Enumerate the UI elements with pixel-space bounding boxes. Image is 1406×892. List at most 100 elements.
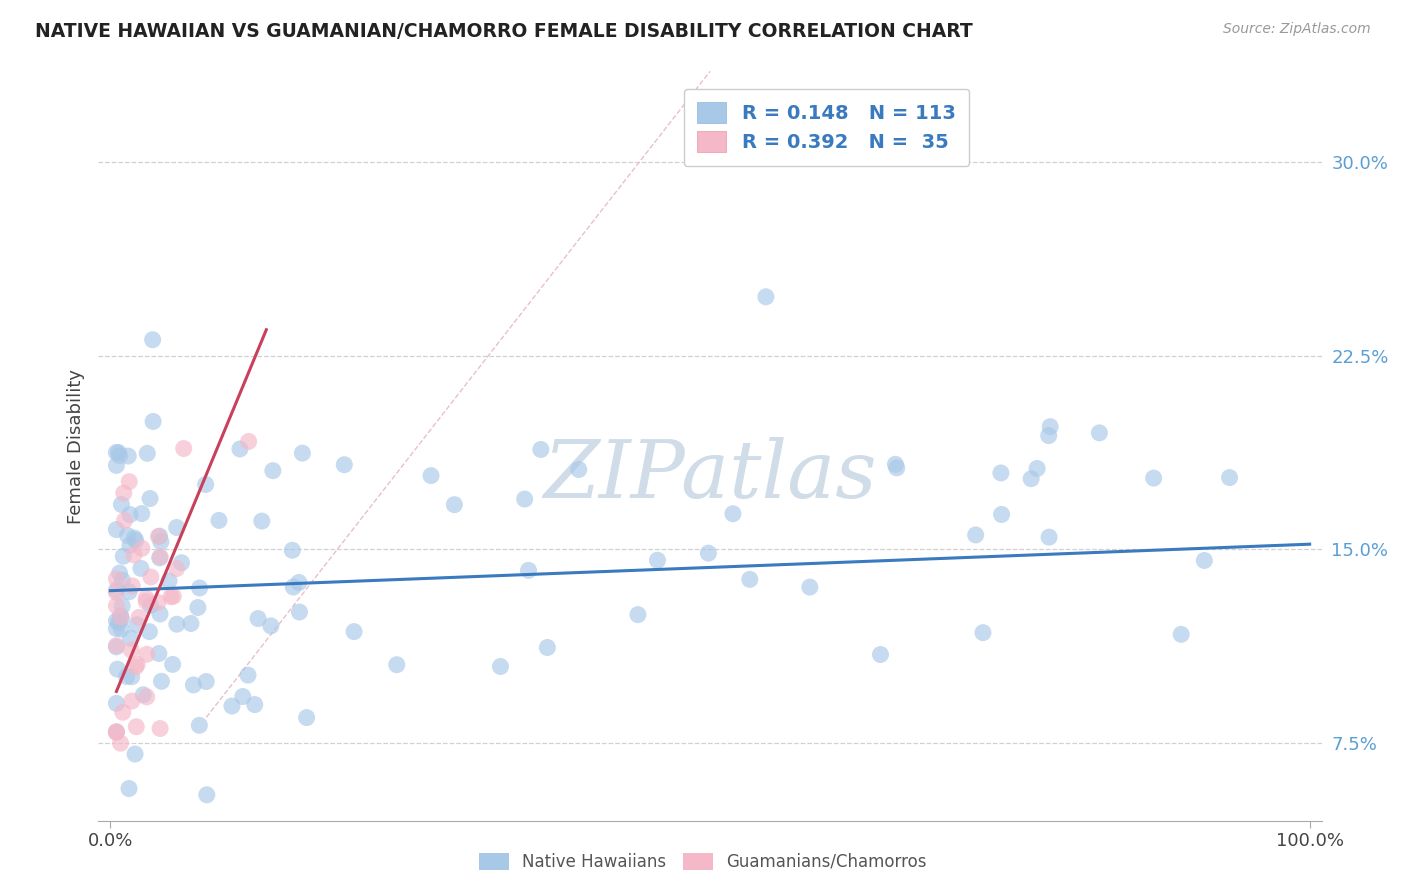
Point — [288, 575, 311, 590]
Point — [799, 580, 821, 594]
Point — [127, 657, 149, 672]
Point — [131, 507, 153, 521]
Point — [149, 534, 172, 549]
Point — [1143, 471, 1166, 485]
Point — [124, 747, 146, 761]
Point — [149, 607, 172, 621]
Point — [170, 556, 193, 570]
Point — [129, 561, 152, 575]
Point — [122, 548, 145, 562]
Point — [886, 460, 908, 475]
Point — [195, 788, 218, 802]
Point — [1019, 472, 1042, 486]
Point — [114, 514, 136, 528]
Point — [121, 670, 143, 684]
Point — [138, 624, 160, 639]
Point — [105, 614, 128, 628]
Point — [105, 724, 128, 739]
Point — [118, 508, 141, 522]
Point — [105, 622, 128, 636]
Point — [128, 610, 150, 624]
Point — [111, 573, 134, 587]
Point — [118, 584, 141, 599]
Point — [229, 442, 252, 456]
Point — [105, 572, 128, 586]
Point — [148, 529, 170, 543]
Point — [139, 599, 162, 613]
Point — [139, 570, 162, 584]
Point — [139, 491, 162, 506]
Point — [697, 546, 720, 560]
Point — [107, 445, 129, 459]
Point — [247, 611, 270, 625]
Point — [105, 585, 128, 599]
Point — [118, 781, 141, 796]
Point — [513, 491, 536, 506]
Point — [173, 442, 195, 456]
Point — [105, 640, 128, 654]
Text: NATIVE HAWAIIAN VS GUAMANIAN/CHAMORRO FEMALE DISABILITY CORRELATION CHART: NATIVE HAWAIIAN VS GUAMANIAN/CHAMORRO FE… — [35, 22, 973, 41]
Point — [118, 475, 141, 489]
Point — [105, 523, 128, 537]
Point — [721, 507, 744, 521]
Point — [243, 698, 266, 712]
Point — [1219, 470, 1241, 484]
Point — [1088, 425, 1111, 440]
Point — [111, 599, 134, 613]
Point — [142, 333, 165, 347]
Point — [1194, 553, 1216, 567]
Point — [135, 690, 157, 704]
Point — [110, 612, 132, 626]
Point — [738, 573, 761, 587]
Point — [281, 543, 304, 558]
Point — [105, 583, 128, 598]
Legend: Native Hawaiians, Guamanians/Chamorros: Native Hawaiians, Guamanians/Chamorros — [471, 845, 935, 880]
Point — [118, 539, 141, 553]
Point — [530, 442, 553, 457]
Point — [122, 531, 145, 545]
Point — [188, 581, 211, 595]
Point — [111, 705, 134, 719]
Point — [647, 553, 669, 567]
Point — [125, 617, 148, 632]
Point — [291, 446, 314, 460]
Point — [117, 528, 139, 542]
Point — [288, 605, 311, 619]
Point — [150, 674, 173, 689]
Point — [333, 458, 356, 472]
Point — [568, 462, 591, 476]
Y-axis label: Female Disability: Female Disability — [66, 368, 84, 524]
Point — [136, 446, 159, 460]
Point — [125, 533, 148, 548]
Point — [420, 468, 443, 483]
Point — [120, 632, 142, 646]
Point — [121, 694, 143, 708]
Point — [160, 590, 183, 604]
Point — [188, 718, 211, 732]
Point — [965, 528, 987, 542]
Point — [1026, 461, 1049, 475]
Point — [157, 574, 180, 588]
Point — [221, 699, 243, 714]
Point — [105, 724, 128, 739]
Point — [990, 466, 1012, 480]
Point — [295, 710, 318, 724]
Point — [1038, 530, 1060, 544]
Point — [869, 648, 891, 662]
Point — [110, 622, 132, 636]
Point — [115, 669, 138, 683]
Point — [180, 616, 202, 631]
Text: Source: ZipAtlas.com: Source: ZipAtlas.com — [1223, 22, 1371, 37]
Point — [135, 594, 157, 608]
Point — [162, 589, 184, 603]
Point — [990, 508, 1012, 522]
Point — [166, 520, 188, 534]
Point — [120, 643, 142, 657]
Point — [112, 486, 135, 500]
Point — [125, 720, 148, 734]
Point — [105, 725, 128, 739]
Point — [343, 624, 366, 639]
Point — [148, 647, 170, 661]
Point — [162, 657, 184, 672]
Point — [132, 688, 155, 702]
